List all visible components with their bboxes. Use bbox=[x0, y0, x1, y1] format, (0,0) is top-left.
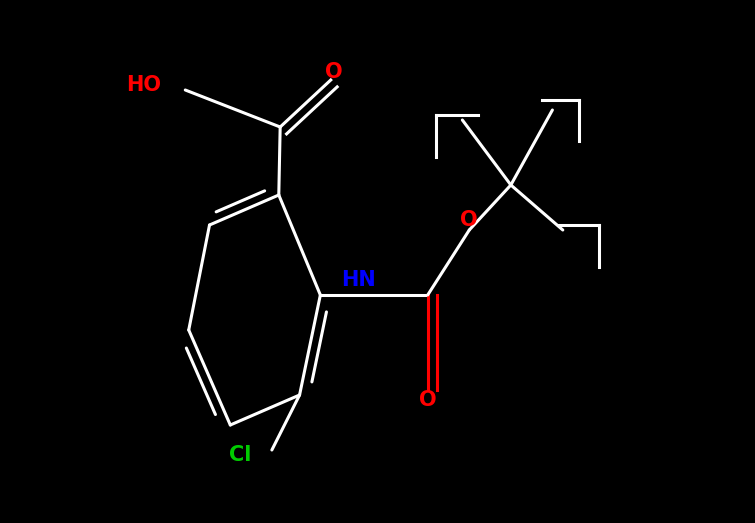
Text: O: O bbox=[325, 62, 343, 82]
Text: O: O bbox=[461, 210, 478, 230]
Text: Cl: Cl bbox=[229, 445, 251, 465]
Text: HO: HO bbox=[126, 75, 161, 95]
Text: O: O bbox=[419, 390, 436, 410]
Text: HN: HN bbox=[341, 270, 376, 290]
